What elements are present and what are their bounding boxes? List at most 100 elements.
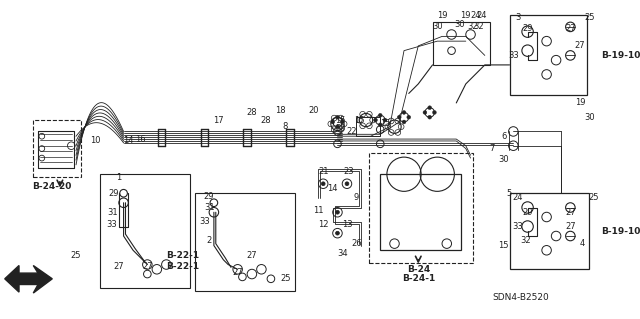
Bar (380, 174, 461, 250)
Text: 24: 24 (513, 194, 524, 203)
Text: 27: 27 (565, 24, 575, 33)
Circle shape (335, 125, 339, 129)
Bar (433, 22, 490, 65)
Text: 8: 8 (282, 122, 288, 131)
Circle shape (374, 118, 378, 122)
Text: 27: 27 (575, 41, 585, 50)
Circle shape (433, 111, 436, 114)
Circle shape (321, 182, 325, 186)
Text: 27: 27 (565, 208, 575, 217)
Text: 18: 18 (275, 106, 285, 115)
Text: 30: 30 (499, 155, 509, 165)
Text: 29: 29 (522, 24, 533, 33)
Text: 27: 27 (232, 268, 243, 277)
Text: 27: 27 (113, 262, 124, 271)
Text: 25: 25 (589, 194, 600, 203)
Text: 29: 29 (109, 189, 119, 198)
Bar (100, 174, 190, 288)
Circle shape (402, 120, 406, 124)
Text: 28: 28 (261, 115, 271, 124)
Text: 29: 29 (522, 208, 533, 217)
Text: 31: 31 (107, 208, 118, 217)
Text: 33: 33 (107, 220, 118, 229)
Bar (509, 16, 588, 95)
Circle shape (378, 113, 382, 117)
Text: 16: 16 (136, 135, 146, 144)
Bar (33, 120, 81, 177)
Text: 32: 32 (473, 22, 483, 31)
Text: B-24: B-24 (406, 265, 430, 274)
Text: 30: 30 (455, 20, 465, 29)
Text: 33: 33 (508, 51, 518, 60)
Text: FR.: FR. (22, 274, 38, 283)
Text: 25: 25 (71, 250, 81, 260)
Circle shape (335, 210, 339, 214)
Circle shape (428, 106, 431, 110)
Text: 11: 11 (313, 206, 324, 215)
Text: SDN4-B2520: SDN4-B2520 (493, 293, 549, 302)
Text: 26: 26 (351, 239, 362, 248)
Text: 19: 19 (575, 99, 585, 108)
Text: 15: 15 (354, 115, 365, 124)
Text: 29: 29 (204, 192, 214, 201)
Text: B-22-1: B-22-1 (166, 262, 200, 271)
Text: 30: 30 (432, 22, 443, 31)
Text: 23: 23 (344, 167, 354, 176)
Text: 9: 9 (354, 194, 359, 203)
Bar (509, 193, 589, 269)
Text: 33: 33 (199, 217, 210, 226)
Text: 5: 5 (506, 189, 511, 198)
Text: B-22-1: B-22-1 (166, 250, 200, 260)
Text: B-24-1: B-24-1 (402, 274, 435, 283)
Text: B-24-20: B-24-20 (33, 182, 72, 191)
Text: 27: 27 (142, 262, 153, 271)
Text: 12: 12 (318, 220, 328, 229)
Text: B-19-10: B-19-10 (601, 51, 640, 60)
Circle shape (397, 115, 401, 119)
Circle shape (423, 111, 427, 114)
Text: 30: 30 (335, 124, 346, 133)
Text: 10: 10 (90, 137, 100, 145)
Circle shape (345, 182, 349, 186)
Text: 25: 25 (280, 274, 291, 283)
Text: 19: 19 (461, 11, 471, 20)
Text: 15: 15 (335, 115, 346, 124)
Bar (356, 117, 380, 136)
Text: 31: 31 (204, 203, 214, 212)
Text: 24: 24 (477, 11, 487, 20)
Text: 15: 15 (499, 241, 509, 250)
Text: 33: 33 (513, 222, 524, 231)
Text: 32: 32 (467, 22, 478, 31)
Text: 13: 13 (342, 220, 352, 229)
Text: 14: 14 (328, 184, 338, 193)
Text: 14: 14 (123, 137, 134, 145)
Text: 6: 6 (501, 132, 506, 141)
Text: 27: 27 (565, 222, 575, 231)
Text: 17: 17 (213, 115, 224, 124)
Polygon shape (4, 265, 52, 293)
Circle shape (407, 115, 411, 119)
Text: 1: 1 (116, 173, 122, 182)
Text: 30: 30 (584, 113, 595, 122)
Text: 20: 20 (308, 106, 319, 115)
Circle shape (335, 231, 339, 235)
Text: 2: 2 (207, 236, 212, 245)
Circle shape (331, 120, 335, 124)
Text: 3: 3 (515, 13, 521, 22)
Text: 25: 25 (584, 13, 595, 22)
Bar (369, 153, 474, 263)
Text: 34: 34 (337, 249, 348, 258)
Bar (195, 193, 294, 291)
Circle shape (340, 120, 344, 124)
Text: B-19-10: B-19-10 (601, 227, 640, 236)
Text: 4: 4 (579, 239, 584, 248)
Text: 27: 27 (246, 250, 257, 260)
Circle shape (383, 118, 387, 122)
Text: 21: 21 (318, 167, 328, 176)
Circle shape (402, 111, 406, 114)
Text: 24: 24 (470, 11, 481, 20)
Text: 28: 28 (246, 108, 257, 117)
Text: 22: 22 (346, 127, 357, 136)
Text: 32: 32 (520, 236, 531, 245)
Text: 15: 15 (380, 119, 390, 128)
